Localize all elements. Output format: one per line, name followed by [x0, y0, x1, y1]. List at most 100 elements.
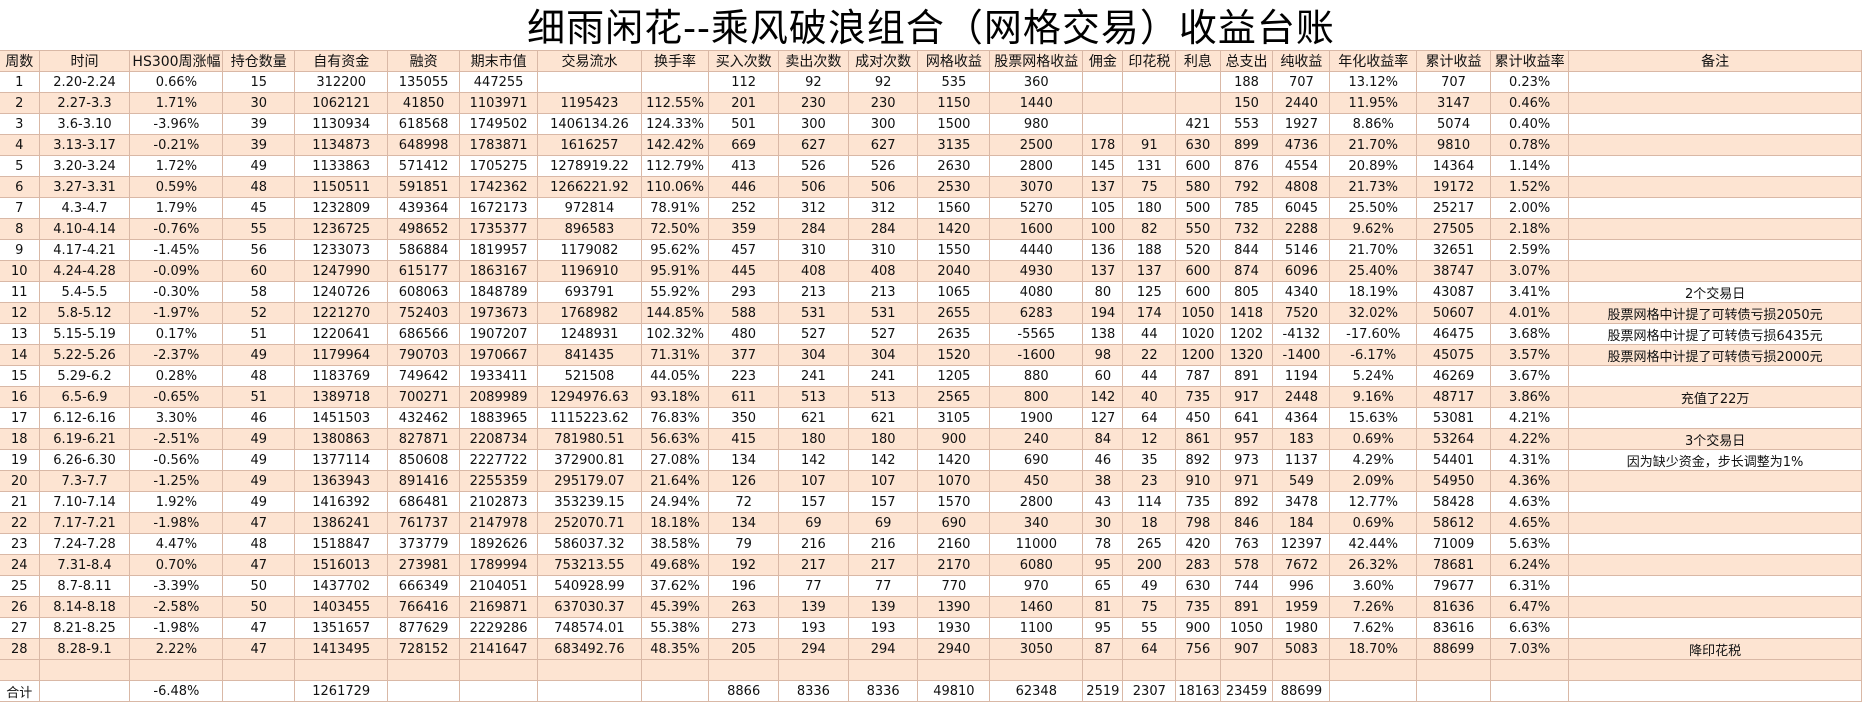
table-cell: 627	[778, 134, 849, 156]
table-cell: 1150511	[294, 176, 389, 198]
table-cell: 1389718	[294, 386, 389, 408]
table-cell: 732	[1220, 218, 1274, 240]
table-cell: 1403455	[294, 596, 389, 618]
table-cell	[1175, 92, 1221, 114]
table-cell: 1134873	[294, 134, 389, 156]
table-cell	[1490, 659, 1570, 681]
table-cell: -0.56%	[129, 449, 224, 471]
table-cell: 294	[848, 638, 919, 660]
table-cell: 3.20-3.24	[39, 155, 131, 177]
table-cell: 98	[1082, 344, 1124, 366]
table-cell: 46269	[1416, 365, 1492, 387]
table-cell	[1175, 71, 1221, 93]
table-cell	[129, 659, 224, 681]
table-cell: 46475	[1416, 323, 1492, 345]
table-cell: 1768982	[537, 302, 642, 324]
table-cell: 51	[222, 323, 296, 345]
table-cell: 2040	[917, 260, 991, 282]
table-cell: 910	[1175, 470, 1221, 492]
table-cell: 9.16%	[1329, 386, 1418, 408]
note-cell: 3个交易日	[1568, 428, 1862, 450]
table-cell: 996	[1272, 575, 1331, 597]
column-header: 时间	[39, 50, 131, 72]
note-cell: 充值了22万	[1568, 386, 1862, 408]
table-cell: 608063	[387, 281, 461, 303]
table-cell: 6.24%	[1490, 554, 1570, 576]
table-cell: 7672	[1272, 554, 1331, 576]
table-cell: 690	[989, 449, 1084, 471]
table-row: 23 7.24-7.28 4.47% 48 1518847 373779 1892626 58…	[0, 533, 1862, 555]
table-cell: 7.26%	[1329, 596, 1418, 618]
table-cell	[1416, 659, 1492, 681]
note-cell: 2个交易日	[1568, 281, 1862, 303]
table-cell: 30	[222, 92, 296, 114]
table-cell	[848, 659, 919, 681]
column-header: 纯收益	[1272, 50, 1331, 72]
table-cell: 12.77%	[1329, 491, 1418, 513]
table-cell: 973	[1220, 449, 1274, 471]
table-cell: 60	[1082, 365, 1124, 387]
table-cell: 2940	[917, 638, 991, 660]
table-cell: 22	[0, 512, 40, 534]
table-cell: 787	[1175, 365, 1221, 387]
table-cell: 1386241	[294, 512, 389, 534]
table-cell: 1418	[1220, 302, 1274, 324]
table-row: 1 2.20-2.24 0.66% 15 312200 135055 447255 112 92…	[0, 71, 1862, 93]
table-cell: 15.63%	[1329, 407, 1418, 429]
table-cell: 2169871	[459, 596, 539, 618]
table-cell: 2.59%	[1490, 239, 1570, 261]
table-cell: 69	[848, 512, 919, 534]
table-cell: 1600	[989, 218, 1084, 240]
table-cell: 1789994	[459, 554, 539, 576]
table-cell: 350	[708, 407, 780, 429]
table-cell: 2141647	[459, 638, 539, 660]
table-cell	[1082, 92, 1124, 114]
table-cell: 4.01%	[1490, 302, 1570, 324]
table-cell: 6.31%	[1490, 575, 1570, 597]
table-cell: -0.30%	[129, 281, 224, 303]
table-cell: 47	[222, 617, 296, 639]
table-cell: 917	[1220, 386, 1274, 408]
table-cell: 217	[778, 554, 849, 576]
table-cell: -0.65%	[129, 386, 224, 408]
table-row: 19 6.26-6.30 -0.56% 49 1377114 850608 2227722 3…	[0, 449, 1862, 471]
table-cell: 2.09%	[1329, 470, 1418, 492]
table-cell: 792	[1220, 176, 1274, 198]
table-cell: 44	[1122, 323, 1177, 345]
table-cell: 1672173	[459, 197, 539, 219]
column-header: 利息	[1175, 50, 1221, 72]
table-cell: 846	[1220, 512, 1274, 534]
table-cell: 137	[1082, 176, 1124, 198]
note-cell	[1568, 554, 1862, 576]
table-cell: 5083	[1272, 638, 1331, 660]
table-cell: 6.12-6.16	[39, 407, 131, 429]
table-cell: 591851	[387, 176, 461, 198]
table-cell: 49	[1122, 575, 1177, 597]
note-cell	[1568, 659, 1862, 681]
table-cell: 1050	[1175, 302, 1221, 324]
table-cell: 1065	[917, 281, 991, 303]
table-cell: 216	[778, 533, 849, 555]
note-cell	[1568, 491, 1862, 513]
table-cell: 12	[1122, 428, 1177, 450]
table-cell: 17	[0, 407, 40, 429]
table-cell: 38747	[1416, 260, 1492, 282]
table-cell: 180	[778, 428, 849, 450]
table-cell: 58428	[1416, 491, 1492, 513]
table-cell: 1183769	[294, 365, 389, 387]
table-cell: 95.91%	[641, 260, 710, 282]
table-cell: 28	[0, 638, 40, 660]
note-cell	[1568, 176, 1862, 198]
table-cell: 421	[1175, 113, 1221, 135]
table-cell: 192	[708, 554, 780, 576]
table-cell: 972814	[537, 197, 642, 219]
table-cell: 194	[1082, 302, 1124, 324]
table-cell: 1560	[917, 197, 991, 219]
table-cell: 95	[1082, 554, 1124, 576]
table-cell	[641, 659, 710, 681]
table-cell: 1363943	[294, 470, 389, 492]
table-cell: 2.00%	[1490, 197, 1570, 219]
table-row: 25 8.7-8.11 -3.39% 50 1437702 666349 2104051 54…	[0, 575, 1862, 597]
note-cell: 降印花税	[1568, 638, 1862, 660]
table-cell: 265	[1122, 533, 1177, 555]
